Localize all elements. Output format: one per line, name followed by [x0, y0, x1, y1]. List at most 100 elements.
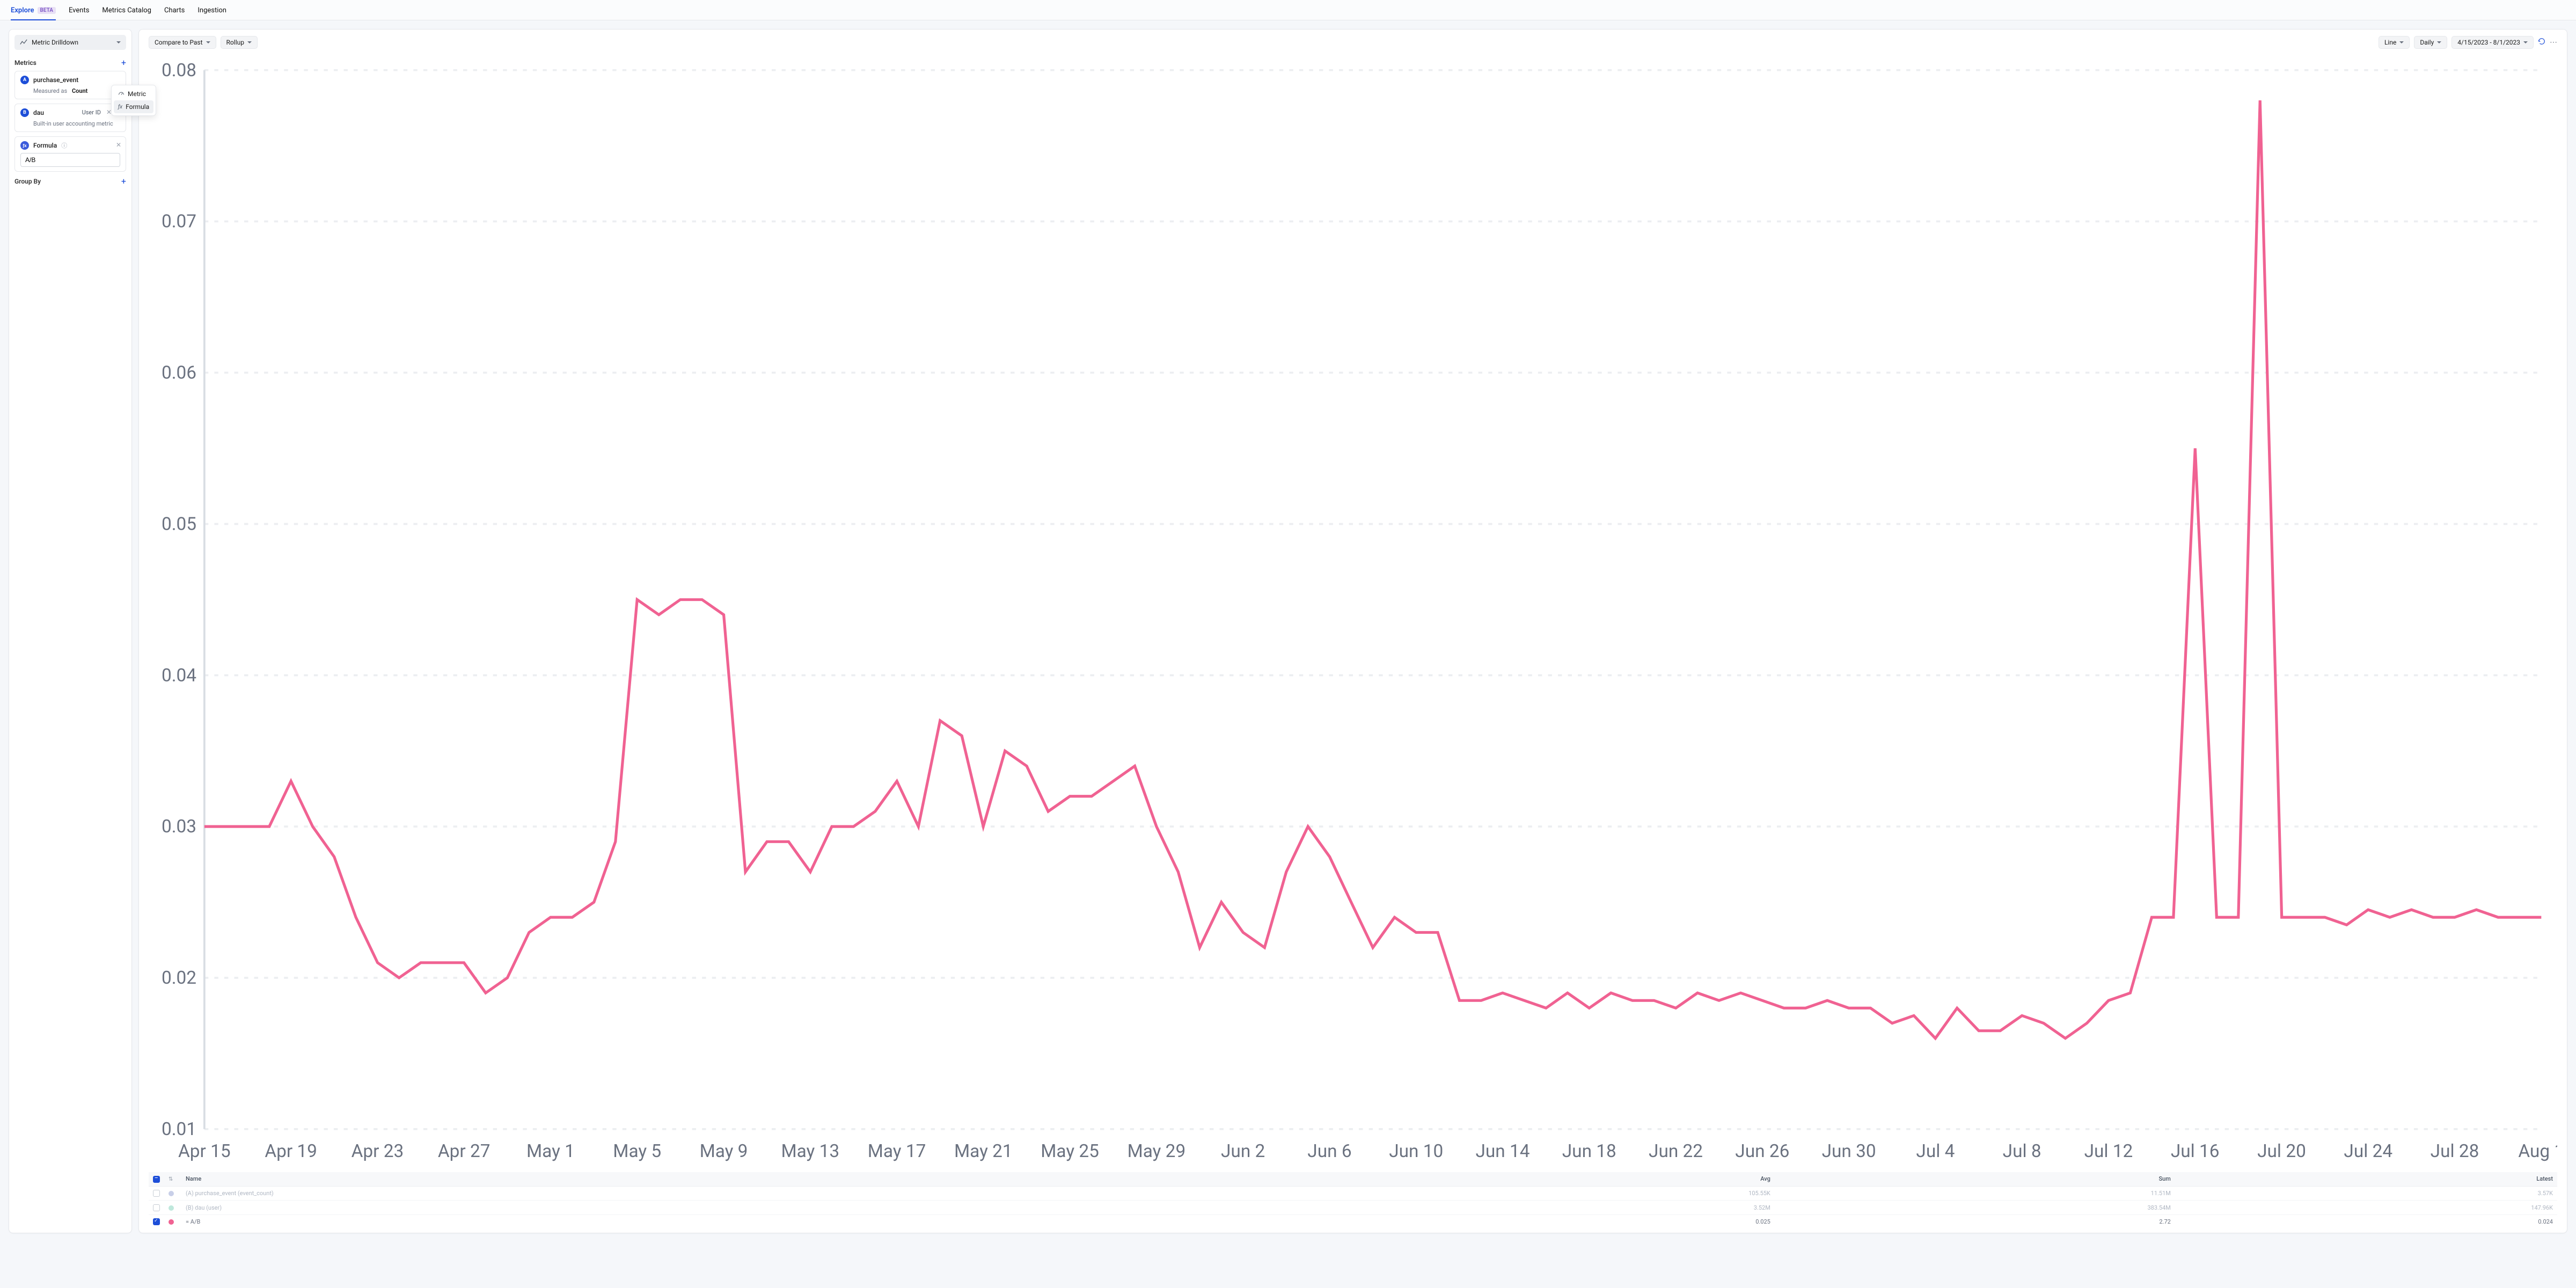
svg-text:Apr 23: Apr 23: [352, 1141, 404, 1162]
more-menu[interactable]: ⋯: [2550, 38, 2557, 47]
nav-tab-explore[interactable]: ExploreBETA: [11, 0, 56, 20]
legend-name: = A/B: [181, 1214, 1393, 1228]
granularity-select[interactable]: Daily: [2414, 36, 2447, 49]
add-groupby-button[interactable]: +: [121, 176, 126, 186]
svg-text:0.07: 0.07: [162, 211, 196, 232]
legend-swatch: [169, 1191, 174, 1196]
svg-text:Jul 4: Jul 4: [1916, 1141, 1955, 1162]
svg-text:May 25: May 25: [1041, 1141, 1099, 1162]
chevron-down-icon: [116, 41, 121, 43]
legend-sum: 2.72: [1775, 1214, 2175, 1228]
svg-text:0.05: 0.05: [162, 514, 196, 535]
svg-text:Apr 27: Apr 27: [438, 1141, 491, 1162]
nav-tab-ingestion[interactable]: Ingestion: [197, 0, 226, 20]
beta-badge: BETA: [38, 7, 56, 14]
formula-badge: ƒx: [20, 141, 29, 150]
charttype-select[interactable]: Line: [2379, 36, 2410, 49]
svg-text:Jun 14: Jun 14: [1475, 1141, 1529, 1162]
chart-toolbar: Compare to Past Rollup Line Daily 4/15/2…: [149, 36, 2557, 49]
svg-text:Jul 8: Jul 8: [2003, 1141, 2041, 1162]
add-metric-button[interactable]: +: [121, 57, 126, 68]
formula-card[interactable]: ✕ ƒx Formula ⓘ: [14, 136, 126, 172]
svg-text:Jun 2: Jun 2: [1221, 1141, 1265, 1162]
metric-b-sub: Built-in user accounting metric: [33, 120, 120, 127]
legend-latest: 147.96K: [2175, 1201, 2557, 1215]
legend-swatch: [169, 1219, 174, 1225]
svg-text:May 9: May 9: [700, 1141, 748, 1162]
metric-b-uid: User ID: [82, 109, 101, 116]
legend-table: ⇅ Name Avg Sum Latest (A) purchase_event…: [149, 1172, 2557, 1228]
metric-a-card[interactable]: A purchase_event Measured as Count: [14, 71, 126, 99]
refresh-button[interactable]: [2538, 38, 2545, 47]
metric-a-name: purchase_event: [33, 76, 78, 84]
svg-text:Jun 30: Jun 30: [1822, 1141, 1876, 1162]
svg-text:Jun 10: Jun 10: [1389, 1141, 1443, 1162]
sidebar: Metric Drilldown Metrics + Metric ƒx For…: [9, 29, 132, 1233]
legend-name: (A) purchase_event (event_count): [181, 1186, 1393, 1201]
svg-text:May 1: May 1: [526, 1141, 575, 1162]
content-panel: Compare to Past Rollup Line Daily 4/15/2…: [138, 29, 2567, 1233]
legend-checkbox[interactable]: [153, 1218, 160, 1225]
legend-avg: 0.025: [1393, 1214, 1775, 1228]
legend-avg: 105.55K: [1393, 1186, 1775, 1201]
svg-text:Apr 19: Apr 19: [265, 1141, 317, 1162]
formula-label: Formula: [33, 142, 57, 149]
metric-b-name: dau: [33, 109, 44, 116]
remove-formula[interactable]: ✕: [116, 141, 121, 149]
svg-text:Jun 6: Jun 6: [1307, 1141, 1351, 1162]
popover-metric-option[interactable]: Metric: [114, 87, 153, 100]
add-metric-popover: Metric ƒx Formula: [111, 85, 156, 116]
svg-text:0.08: 0.08: [162, 60, 196, 81]
svg-text:May 17: May 17: [868, 1141, 926, 1162]
legend-latest: 0.024: [2175, 1214, 2557, 1228]
drilldown-label: Metric Drilldown: [32, 39, 78, 46]
sort-icon[interactable]: ⇅: [169, 1176, 173, 1182]
drilldown-select[interactable]: Metric Drilldown: [14, 35, 126, 50]
fx-icon: ƒx: [118, 104, 122, 110]
col-avg[interactable]: Avg: [1393, 1172, 1775, 1186]
legend-swatch: [169, 1205, 174, 1211]
compare-button[interactable]: Compare to Past: [149, 36, 216, 49]
legend-avg: 3.52M: [1393, 1201, 1775, 1215]
refresh-icon: [2538, 38, 2545, 45]
daterange-select[interactable]: 4/15/2023 - 8/1/2023: [2451, 36, 2534, 49]
svg-text:Apr 15: Apr 15: [178, 1141, 231, 1162]
info-icon[interactable]: ⓘ: [61, 141, 67, 150]
line-chart[interactable]: 0.010.020.030.040.050.060.070.08Apr 15Ap…: [149, 54, 2557, 1169]
metric-a-sub: Measured as Count: [33, 87, 120, 94]
metric-b-badge: B: [20, 108, 29, 117]
nav-tab-charts[interactable]: Charts: [164, 0, 185, 20]
col-latest[interactable]: Latest: [2175, 1172, 2557, 1186]
svg-text:0.03: 0.03: [162, 816, 196, 837]
svg-text:Jul 24: Jul 24: [2344, 1141, 2392, 1162]
legend-latest: 3.57K: [2175, 1186, 2557, 1201]
svg-text:Jul 28: Jul 28: [2431, 1141, 2479, 1162]
legend-name: (B) dau (user): [181, 1201, 1393, 1215]
svg-text:Jul 12: Jul 12: [2084, 1141, 2133, 1162]
legend-checkbox[interactable]: [153, 1190, 160, 1197]
legend-checkbox[interactable]: [153, 1204, 160, 1211]
col-sum[interactable]: Sum: [1775, 1172, 2175, 1186]
nav-tab-metrics-catalog[interactable]: Metrics Catalog: [102, 0, 151, 20]
svg-text:May 21: May 21: [954, 1141, 1013, 1162]
formula-input[interactable]: [20, 153, 120, 167]
svg-text:Jun 22: Jun 22: [1649, 1141, 1703, 1162]
legend-sum: 383.54M: [1775, 1201, 2175, 1215]
svg-text:May 13: May 13: [781, 1141, 839, 1162]
rollup-button[interactable]: Rollup: [221, 36, 258, 49]
gauge-icon: [118, 91, 125, 97]
nav-tab-events[interactable]: Events: [69, 0, 89, 20]
svg-text:0.04: 0.04: [162, 665, 196, 686]
metrics-header: Metrics +: [14, 57, 126, 68]
drilldown-icon: [20, 39, 27, 46]
legend-row[interactable]: (A) purchase_event (event_count) 105.55K…: [149, 1186, 2557, 1201]
metric-b-card[interactable]: User ID ✕ ⋯ B dau Built-in user accounti…: [14, 104, 126, 132]
svg-text:0.06: 0.06: [162, 363, 196, 384]
legend-select-all[interactable]: [153, 1176, 160, 1183]
col-name[interactable]: Name: [181, 1172, 1393, 1186]
svg-text:Jul 16: Jul 16: [2171, 1141, 2220, 1162]
svg-text:May 5: May 5: [613, 1141, 661, 1162]
legend-row[interactable]: = A/B 0.025 2.72 0.024: [149, 1214, 2557, 1228]
popover-formula-option[interactable]: ƒx Formula: [114, 100, 153, 113]
legend-row[interactable]: (B) dau (user) 3.52M 383.54M 147.96K: [149, 1201, 2557, 1215]
